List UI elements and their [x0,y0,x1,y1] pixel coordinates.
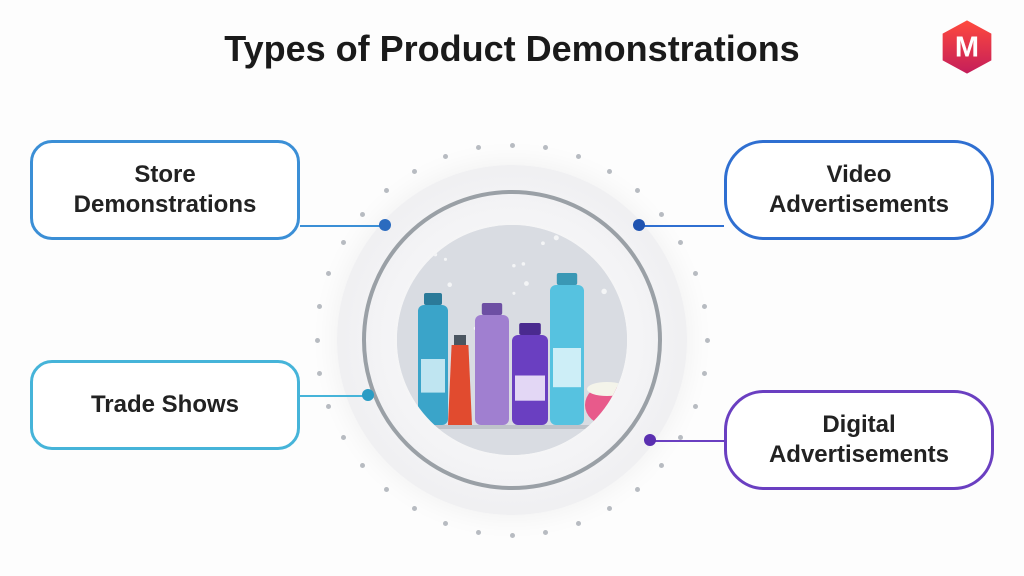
category-label: Store Demonstrations [51,160,279,220]
connector-line [650,440,724,442]
connector-line [639,225,724,227]
connector-node [644,434,656,446]
ring-dot [360,212,365,217]
ring-dot [341,240,346,245]
ring-dot [705,338,710,343]
category-pill: Video Advertisements [724,140,994,240]
ring-dot [607,169,612,174]
ring-dot [635,188,640,193]
diagram-stage: Store Demonstrations Trade Shows Video Adv… [0,0,1024,576]
ring-dot [678,240,683,245]
ring-dot [693,404,698,409]
ring-dot [317,304,322,309]
ring-dot [443,521,448,526]
category-pill: Store Demonstrations [30,140,300,240]
ring-dot [326,404,331,409]
connector-line [300,395,368,397]
ring-dot [576,154,581,159]
ring-dot [543,530,548,535]
products-icon [397,225,627,455]
connector-node [362,389,374,401]
ring-dot [702,304,707,309]
ring-dot [659,212,664,217]
connector-node [633,219,645,231]
ring-dot [384,188,389,193]
ring-dot [543,145,548,150]
ring-dot [510,143,515,148]
ring-dot [576,521,581,526]
ring-dot [315,338,320,343]
ring-dot [702,371,707,376]
ring-dot [443,154,448,159]
connector-node [379,219,391,231]
ring-dot [341,435,346,440]
ring-dot [412,506,417,511]
ring-dot [476,145,481,150]
category-label: Digital Advertisements [745,410,973,470]
ring-dot [476,530,481,535]
category-pill: Digital Advertisements [724,390,994,490]
ring-dot [326,271,331,276]
ring-dot [412,169,417,174]
ring-dot [659,463,664,468]
ring-dot [607,506,612,511]
ring-dot [360,463,365,468]
category-pill: Trade Shows [30,360,300,450]
ring-dot [635,487,640,492]
ring-dot [510,533,515,538]
connector-line [300,225,385,227]
ring-dot [384,487,389,492]
category-label: Video Advertisements [745,160,973,220]
ring-dot [693,271,698,276]
center-illustration [397,225,627,455]
category-label: Trade Shows [91,390,239,420]
ring-dot [317,371,322,376]
